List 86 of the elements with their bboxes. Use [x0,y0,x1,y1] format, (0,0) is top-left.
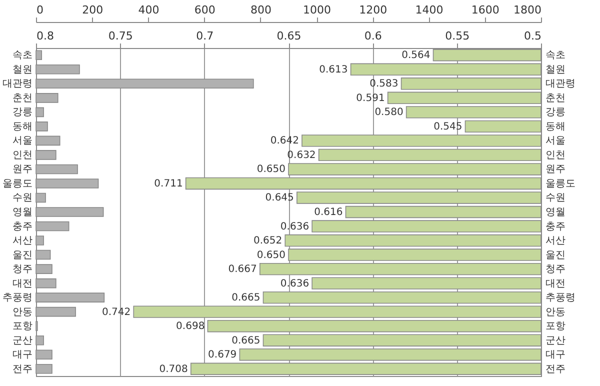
category-label: 충주 [12,221,32,232]
y-tick-label: 대관령 [546,78,576,90]
y-tick-label: 전주 [546,364,566,375]
data-label: 0.591 [356,92,385,104]
x2-tick-label: 0 [36,4,44,16]
x2-tick-label: 400 [138,4,160,16]
category-label: 동해 [12,121,32,132]
category-label: 철원 [12,64,32,76]
x-tick-label: 0.75 [108,30,133,42]
y-tick-label: 대구 [546,350,566,361]
y-tick-label: 원주 [546,164,566,176]
x-tick-label: 0.6 [364,30,382,42]
category-label: 강릉 [12,107,32,118]
category-label: 안동 [12,306,32,318]
y-tick-label: 인천 [546,150,566,161]
category-label: 대구 [12,350,32,361]
x2-tick-label: 1200 [359,4,388,16]
y-tick-label: 충주 [546,221,566,232]
y-tick-label: 영월 [546,207,566,218]
y-tick-label: 추풍령 [546,292,576,304]
y-tick-label: 포항 [546,321,566,332]
data-label: 0.580 [374,107,404,118]
category-label: 전주 [12,364,32,375]
y-tick-label: 서산 [546,236,566,247]
data-label: 0.650 [256,250,286,261]
x2-tick-label: 1400 [415,4,444,16]
data-label: 0.583 [370,78,398,90]
data-label: 0.613 [319,64,348,76]
data-label: 0.650 [256,164,286,176]
data-label: 0.545 [434,121,462,132]
y-tick-label: 울릉도 [546,178,576,190]
y-tick-label: 군산 [546,335,566,346]
category-label: 군산 [12,335,32,346]
category-label: 속초 [12,50,32,62]
y-tick-label: 청주 [546,264,566,276]
data-label: 0.652 [253,236,282,247]
category-label: 춘천 [12,92,32,104]
y-tick-label: 철원 [546,64,566,76]
data-label: 0.564 [402,50,430,62]
x2-tick-label: 1000 [303,4,332,16]
category-label: 울릉도 [2,178,32,190]
category-label: 추풍령 [2,292,32,304]
data-label: 0.708 [159,364,188,375]
category-label: 포항 [12,321,32,332]
data-label: 0.616 [314,207,343,218]
x-tick-label: 0.5 [524,30,542,42]
y-tick-label: 안동 [546,306,566,318]
y-tick-label: 동해 [546,121,566,132]
x-tick-label: 0.55 [445,30,470,42]
category-label: 인천 [12,150,32,161]
category-label: 청주 [12,264,32,276]
category-label: 울진 [12,250,32,261]
y-tick-label: 울진 [546,250,566,261]
x2-tick-label: 1600 [471,4,500,16]
data-label: 0.679 [208,350,237,361]
data-label: 0.742 [102,306,131,318]
category-label: 영월 [12,207,32,218]
data-label: 0.665 [232,292,260,304]
y-tick-label: 춘천 [546,92,566,104]
category-label: 서산 [12,236,32,247]
category-label: 대전 [12,278,32,290]
x2-tick-label: 800 [250,4,272,16]
x-tick-label: 0.8 [36,30,54,42]
y-tick-label: 수원 [546,192,566,204]
data-label: 0.665 [232,335,260,346]
data-label: 0.645 [265,192,294,204]
category-label: 수원 [12,192,32,204]
x2-tick-label: 200 [82,4,104,16]
y-tick-label: 강릉 [546,107,566,118]
y-tick-label: 대전 [546,278,566,290]
category-label: 원주 [12,164,32,176]
data-label: 0.711 [154,178,183,190]
data-label: 0.636 [280,221,310,232]
x-tick-label: 0.7 [196,30,214,42]
category-label: 서울 [12,136,32,147]
x2-tick-label: 600 [194,4,216,16]
data-label: 0.667 [228,264,257,276]
y-tick-label: 서울 [546,136,566,147]
data-label: 0.698 [176,321,205,332]
category-label: 대관령 [2,78,32,90]
x2-tick-label: 1800 [514,4,542,16]
data-label: 0.632 [287,150,316,161]
data-label: 0.636 [280,278,310,290]
y-tick-label: 속초 [546,50,566,62]
data-label: 0.642 [270,136,299,147]
x-tick-label: 0.65 [276,30,302,42]
